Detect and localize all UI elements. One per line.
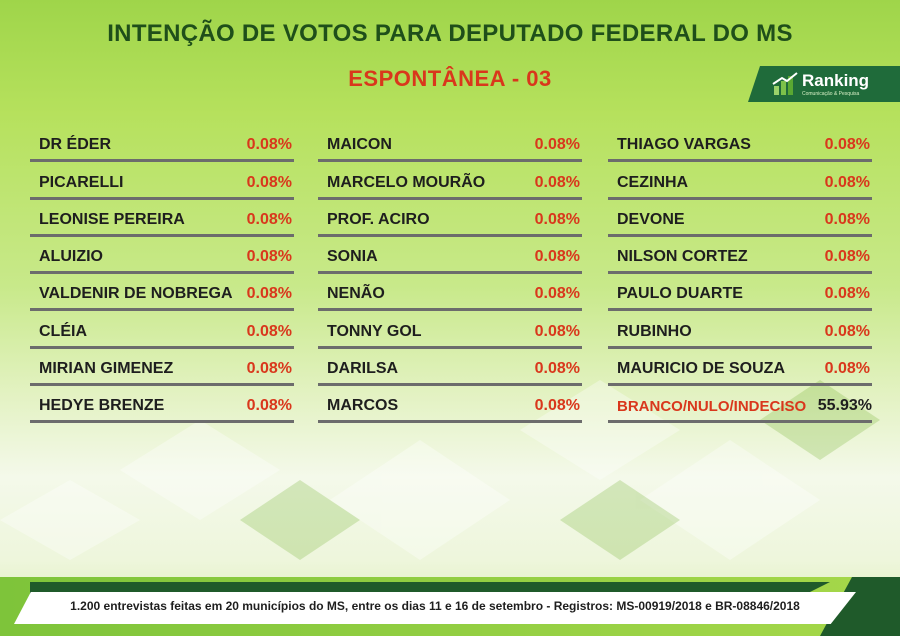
candidate-name: ALUIZIO [39,248,103,266]
candidate-name: MAURICIO DE SOUZA [617,360,785,378]
candidate-row: NILSON CORTEZ 0.08% [608,237,872,275]
candidate-row: PAULO DUARTE 0.08% [608,274,872,312]
candidate-name: DR ÉDER [39,136,112,154]
candidate-name: NENÃO [327,285,385,303]
candidates-column-1: DR ÉDER 0.08% PICARELLI 0.08% LEONISE PERE… [30,125,294,424]
candidate-name: VALDENIR DE NOBREGA [39,285,233,303]
candidate-percentage: 55.93% [817,397,872,415]
candidate-row: PROF. ACIRO 0.08% [318,200,582,237]
candidate-row: DARILSA 0.08% [318,349,582,387]
candidate-name: SONIA [327,248,378,266]
candidate-percentage: 0.08% [824,173,870,191]
candidate-row: MARCELO MOURÃO 0.08% [318,162,582,200]
candidate-row: MAICON 0.08% [318,125,582,163]
candidate-name: MARCOS [327,397,399,415]
candidate-name: RUBINHO [617,322,692,340]
candidate-row: SONIA 0.08% [318,237,582,275]
candidate-percentage: 0.08% [534,248,580,266]
candidate-percentage: 0.08% [246,210,292,228]
candidate-percentage: 0.08% [246,322,292,340]
candidate-percentage: 0.08% [824,248,870,266]
candidate-percentage: 0.08% [534,397,580,415]
candidate-percentage: 0.08% [246,360,292,378]
logo-name: Ranking [802,71,870,90]
candidate-name: PROF. ACIRO [327,210,430,228]
candidate-name: CLÉIA [39,322,87,340]
candidate-row: RUBINHO 0.08% [608,311,872,349]
candidate-percentage: 0.08% [534,360,580,378]
ranking-logo: Ranking Comunicação & Pesquisa [748,66,900,102]
candidate-row: LEONISE PEREIRA 0.08% [30,200,294,237]
footer-note: 1.200 entrevistas feitas em 20 município… [70,599,800,613]
candidates-column-2: MAICON 0.08% MARCELO MOURÃO 0.08% PROF. AC… [318,125,582,424]
candidate-name: DEVONE [617,210,685,228]
candidate-row: MAURICIO DE SOUZA 0.08% [608,349,872,387]
candidate-row: MIRIAN GIMENEZ 0.08% [30,349,294,387]
candidate-name: TONNY GOL [327,322,422,340]
candidate-percentage: 0.08% [824,322,870,340]
candidate-percentage: 0.08% [246,397,292,415]
candidate-name: THIAGO VARGAS [617,136,751,154]
candidate-percentage: 0.08% [824,285,870,303]
candidate-percentage: 0.08% [824,360,870,378]
candidate-row: VALDENIR DE NOBREGA 0.08% [30,274,294,312]
candidate-percentage: 0.08% [534,210,580,228]
candidate-percentage: 0.08% [534,136,580,154]
candidate-row: DR ÉDER 0.08% [30,125,294,163]
candidate-row: MARCOS 0.08% [318,386,582,424]
candidate-name: MARCELO MOURÃO [327,173,486,191]
page-title: INTENÇÃO DE VOTOS PARA DEPUTADO FEDERAL … [107,20,793,47]
candidate-name: HEDYE BRENZE [39,397,165,415]
candidate-name: MAICON [327,136,392,154]
candidate-percentage: 0.08% [824,136,870,154]
candidate-name: CEZINHA [617,173,689,191]
candidate-row: PICARELLI 0.08% [30,162,294,200]
candidate-name: DARILSA [327,360,399,378]
candidate-row: NENÃO 0.08% [318,274,582,312]
candidate-row: CEZINHA 0.08% [608,162,872,200]
candidate-row: ALUIZIO 0.08% [30,237,294,275]
candidate-name: PICARELLI [39,173,124,191]
candidate-percentage: 0.08% [246,285,292,303]
candidate-row: HEDYE BRENZE 0.08% [30,386,294,424]
candidate-percentage: 0.08% [246,173,292,191]
candidate-percentage: 0.08% [246,248,292,266]
candidate-percentage: 0.08% [246,136,292,154]
blank-null-undecided-row: BRANCO/NULO/INDECISO 55.93% [608,386,872,424]
page-subtitle: ESPONTÂNEA - 03 [348,66,552,91]
candidate-percentage: 0.08% [534,173,580,191]
candidate-name: MIRIAN GIMENEZ [39,360,174,378]
candidate-percentage: 0.08% [534,285,580,303]
footer-dark-bar [30,582,830,594]
candidate-name: PAULO DUARTE [617,285,743,303]
candidate-row: TONNY GOL 0.08% [318,311,582,349]
candidate-row: THIAGO VARGAS 0.08% [608,125,872,163]
candidate-percentage: 0.08% [534,322,580,340]
candidate-row: DEVONE 0.08% [608,200,872,237]
footer-panel [14,592,856,624]
candidate-name: LEONISE PEREIRA [39,210,185,228]
ranking-chart-icon [772,72,798,95]
candidate-percentage: 0.08% [824,210,870,228]
candidates-column-3: THIAGO VARGAS 0.08% CEZINHA 0.08% DEVONE 0.… [608,125,872,424]
candidate-name: BRANCO/NULO/INDECISO [617,398,807,416]
logo-tagline: Comunicação & Pesquisa [802,91,860,97]
candidate-row: CLÉIA 0.08% [30,311,294,349]
candidate-name: NILSON CORTEZ [617,248,748,266]
